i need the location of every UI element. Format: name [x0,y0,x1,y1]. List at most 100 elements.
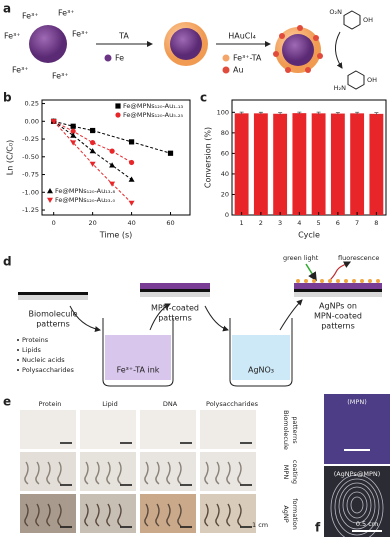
step-title: patterns [158,314,192,323]
substrate [294,292,382,297]
ag-particles-part [312,279,316,283]
pattern-mark [144,503,149,527]
pattern-layer [140,289,210,292]
photo-label: (AgNPs@MPN) [334,470,381,478]
y-tick-label: -1.25 [22,206,39,214]
pattern-layer [18,292,88,295]
group-label: H₂N [334,84,346,92]
panel-label: c [200,91,207,105]
x-tick-label: 4 [297,219,301,227]
y-axis-title: Conversion (%) [204,127,213,188]
mpn-layer [294,283,382,289]
pattern-mark [117,503,122,527]
data-point [89,148,96,154]
bullets-part [17,339,19,341]
panel-label: e [3,395,11,409]
bullet-text: Lipids [22,346,41,354]
bar [234,113,249,215]
fingerprint-part [338,482,376,530]
ag-particles-part [376,279,380,283]
bullets-part [17,359,19,361]
legend-text: Fe³⁺-TA [233,54,262,63]
x-tick-label: 8 [374,219,378,227]
ag-particles-part [368,279,372,283]
scale-label: 0.5 cm [356,520,378,528]
bullets-part [17,349,19,351]
y-tick-label: -1.00 [22,188,39,196]
y-tick-label: -0.50 [22,153,39,161]
legend-text: Au [233,66,244,75]
data-point [167,150,174,156]
legend-marker [115,103,121,109]
data-point [109,162,116,168]
substrate [140,292,210,297]
panel-label: d [3,255,12,269]
y-tick-label: 0 [225,211,229,219]
data-point [128,176,135,182]
step-title: patterns [321,322,355,331]
pattern-mark [155,461,160,485]
pattern-mark [226,503,231,527]
step-title: Biomolecule [28,310,77,319]
bullet-text: Proteins [22,336,49,344]
bar [311,113,326,215]
data-point [90,127,96,134]
fingerprint-part [346,491,368,519]
bar [330,113,345,215]
fe-sphere [29,25,67,63]
arrow [204,305,229,332]
pattern-mark [57,503,62,527]
pattern-mark [166,503,171,527]
row-label: patterns [291,416,299,444]
au-particles [273,25,323,73]
ag-particles-part [304,279,308,283]
ag-particles-part [360,279,364,283]
pattern-mark [237,461,242,485]
beaker-label: Fe³⁺-TA ink [117,366,160,375]
arrow [69,305,101,332]
row-label: formation [291,498,299,530]
data-point [70,123,76,129]
light-label: green light [283,254,319,262]
group-label: OH [363,16,373,24]
panel-label: f [315,521,321,535]
bar [350,113,365,215]
bullet-text: Nucleic acids [22,356,65,364]
error-bar [278,112,283,115]
error-bar [239,111,244,115]
x-tick-label: 3 [278,219,282,227]
row-label: Biomolecule [282,410,290,450]
data-point [70,140,77,146]
fe-ion: Fe³⁺ [12,66,29,75]
x-tick-label: 40 [127,219,135,227]
emission-arrow [329,261,352,281]
y-tick-label: -0.75 [22,171,39,179]
pattern-mark [35,503,40,527]
y-tick-label: 60 [221,149,229,157]
bullets-part [17,369,19,371]
au-particles-part [317,53,323,59]
legend-label: Fe@MPNs₁₂₀-Au₂₃.₀ [55,196,116,204]
fe-core [282,34,314,66]
legend-dot [222,66,230,74]
bullets [17,339,19,371]
au-particles-part [297,25,303,31]
x-tick-label: 0 [52,219,56,227]
panel-label: b [3,91,12,105]
step-title: patterns [36,320,70,329]
x-tick-label: 1 [240,219,244,227]
group-label: O₂N [329,8,342,16]
fe-ion: Fe³⁺ [52,72,69,81]
pattern-mark [95,503,100,527]
beaker [229,318,293,387]
y-tick-label: 0.00 [25,117,39,125]
fe-ion: Fe³⁺ [4,32,21,41]
substrate [18,295,88,300]
error-bar [355,111,360,115]
pattern-mark [84,503,89,527]
x-tick-label: 6 [336,219,340,227]
pattern-mark [155,503,160,527]
pattern-mark [226,461,231,485]
photo-grid [20,410,256,533]
